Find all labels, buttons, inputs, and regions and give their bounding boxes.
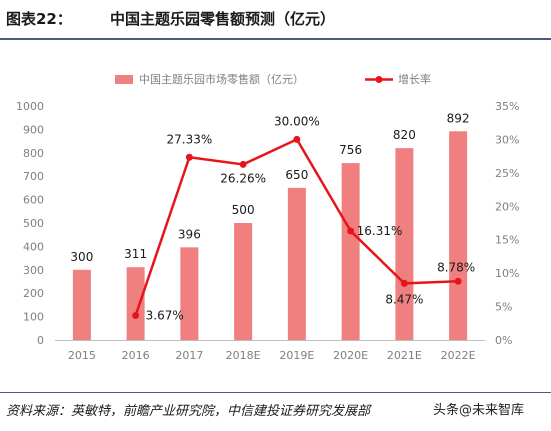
bar-value-label: 892 bbox=[447, 111, 470, 125]
y-left-tick-label: 100 bbox=[23, 311, 44, 324]
growth-value-label: 26.26% bbox=[220, 171, 266, 185]
bar-value-label: 820 bbox=[393, 128, 416, 142]
watermark: 头条@未来智库 bbox=[430, 399, 528, 418]
y-left-tick-label: 200 bbox=[23, 287, 44, 300]
bar bbox=[180, 247, 199, 340]
bar-value-label: 311 bbox=[124, 247, 147, 261]
figure-title: 中国主题乐园零售额预测（亿元） bbox=[110, 10, 336, 28]
y-right-tick-label: 15% bbox=[495, 234, 519, 247]
combo-chart: 中国主题乐园市场零售额（亿元） 增长率 0 100 200 300 400 500 600 70… bbox=[16, 72, 519, 362]
bar bbox=[126, 267, 145, 340]
x-tick-label: 2016 bbox=[122, 349, 150, 362]
x-axis-ticks: 2015 2016 2017 2018E 2019E 2020E 2021E 2022E bbox=[68, 349, 476, 362]
y-left-tick-label: 800 bbox=[23, 147, 44, 160]
x-tick-label: 2020E bbox=[333, 349, 368, 362]
bar bbox=[287, 187, 306, 340]
bar-value-labels: 300 311 396 500 650 756 820 892 bbox=[70, 111, 469, 264]
source-note: 资料来源：英敏特，前瞻产业研究院，中信建投证券研究发展部 bbox=[6, 404, 371, 419]
figure-header: 图表22： 中国主题乐园零售额预测（亿元） bbox=[0, 0, 551, 36]
y-left-tick-label: 1000 bbox=[16, 100, 44, 113]
growth-marker bbox=[132, 311, 140, 319]
bar-value-label: 500 bbox=[232, 203, 255, 217]
growth-value-label: 8.78% bbox=[437, 260, 475, 274]
header-rule bbox=[0, 38, 551, 40]
growth-marker bbox=[400, 279, 408, 287]
growth-value-label: 27.33% bbox=[166, 132, 212, 146]
y-left-tick-label: 0 bbox=[37, 334, 44, 347]
legend-swatch-bar bbox=[115, 75, 133, 84]
y-right-tick-label: 30% bbox=[495, 133, 519, 146]
growth-marker bbox=[454, 277, 462, 285]
y-left-tick-label: 500 bbox=[23, 217, 44, 230]
growth-marker bbox=[185, 153, 193, 161]
right-axis-ticks: 0% 5% 10% 15% 20% 25% 30% 35% bbox=[495, 100, 519, 347]
growth-marker bbox=[293, 135, 301, 143]
bar-value-label: 650 bbox=[285, 168, 308, 182]
footer-rule bbox=[0, 392, 551, 393]
bar bbox=[234, 223, 253, 340]
legend-label-bar: 中国主题乐园市场零售额（亿元） bbox=[139, 72, 304, 86]
growth-value-label: 30.00% bbox=[274, 114, 320, 128]
y-right-tick-label: 10% bbox=[495, 267, 519, 280]
left-axis-ticks: 0 100 200 300 400 500 600 700 800 900 1000 bbox=[16, 100, 44, 347]
growth-line-series bbox=[132, 135, 462, 319]
legend-marker-line bbox=[375, 76, 383, 83]
y-left-tick-label: 300 bbox=[23, 264, 44, 277]
bar-value-label: 756 bbox=[339, 143, 362, 157]
x-tick-label: 2018E bbox=[226, 349, 261, 362]
x-tick-label: 2022E bbox=[441, 349, 476, 362]
growth-value-label: 16.31% bbox=[357, 224, 403, 238]
bar-value-label: 300 bbox=[70, 250, 93, 264]
y-left-tick-label: 600 bbox=[23, 194, 44, 207]
y-right-tick-label: 25% bbox=[495, 167, 519, 180]
x-tick-label: 2021E bbox=[387, 349, 422, 362]
bar bbox=[449, 131, 468, 340]
growth-marker bbox=[239, 160, 247, 168]
legend: 中国主题乐园市场零售额（亿元） 增长率 bbox=[115, 72, 431, 86]
growth-marker bbox=[347, 227, 355, 235]
bar-value-label: 396 bbox=[178, 227, 201, 241]
legend-label-line: 增长率 bbox=[398, 72, 431, 86]
growth-value-labels: 3.67% 27.33% 26.26% 30.00% 16.31% 8.47% 8.78% bbox=[146, 114, 476, 322]
y-right-tick-label: 35% bbox=[495, 100, 519, 113]
growth-value-label: 3.67% bbox=[146, 308, 184, 322]
figure-label: 图表22： bbox=[6, 10, 72, 28]
bar bbox=[72, 269, 91, 340]
x-tick-label: 2017 bbox=[175, 349, 203, 362]
growth-value-label: 8.47% bbox=[385, 292, 423, 306]
bar bbox=[395, 148, 414, 340]
y-left-tick-label: 700 bbox=[23, 170, 44, 183]
y-right-tick-label: 5% bbox=[495, 301, 512, 314]
y-left-tick-label: 400 bbox=[23, 240, 44, 253]
x-tick-label: 2019E bbox=[279, 349, 314, 362]
y-right-tick-label: 0% bbox=[495, 334, 512, 347]
y-left-tick-label: 900 bbox=[23, 123, 44, 136]
y-right-tick-label: 20% bbox=[495, 200, 519, 213]
bar-series bbox=[72, 131, 468, 340]
x-tick-label: 2015 bbox=[68, 349, 96, 362]
bar bbox=[341, 163, 360, 340]
